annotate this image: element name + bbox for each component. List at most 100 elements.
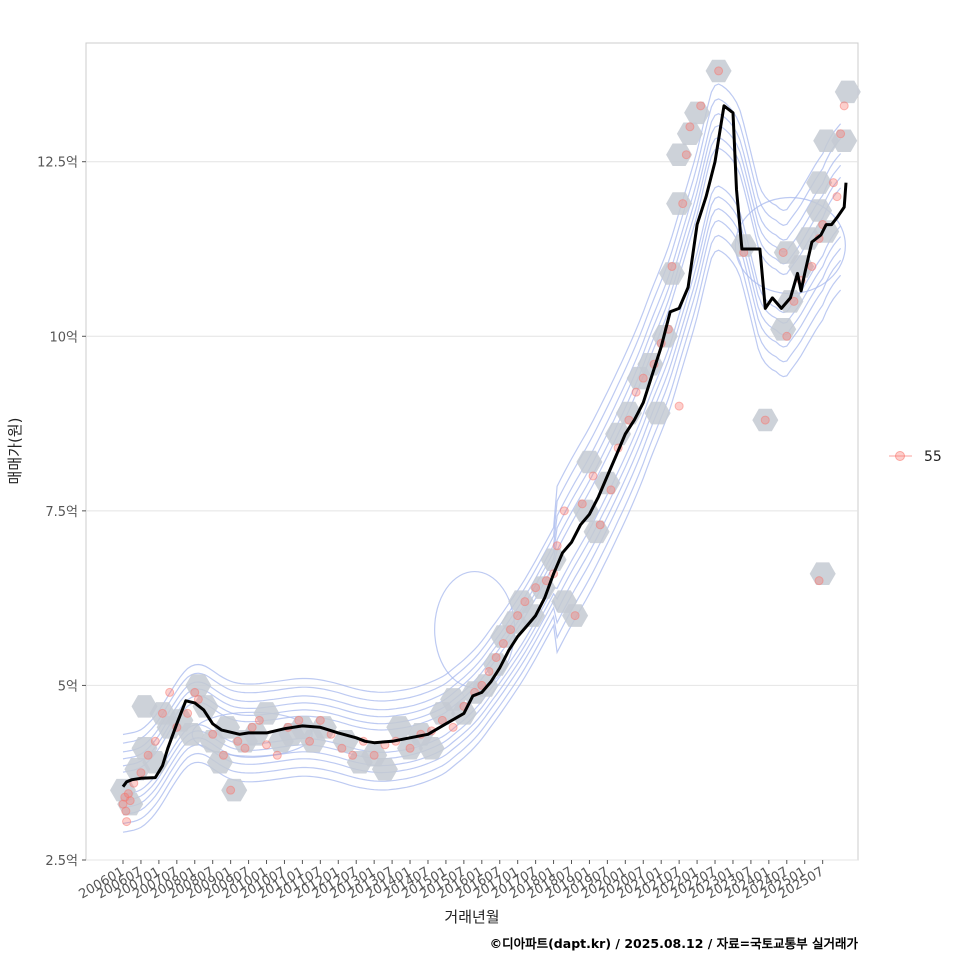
hexbin bbox=[540, 548, 567, 571]
hexbin bbox=[418, 737, 445, 760]
hexbin bbox=[806, 199, 833, 222]
hexbin bbox=[705, 59, 732, 83]
data-point bbox=[190, 687, 200, 697]
data-point bbox=[448, 722, 458, 732]
data-point bbox=[588, 471, 598, 481]
data-point bbox=[208, 729, 218, 739]
legend: 55 bbox=[889, 449, 942, 465]
data-point bbox=[491, 652, 501, 662]
transaction-points bbox=[118, 66, 849, 827]
hexbin bbox=[834, 80, 861, 104]
hexbin bbox=[644, 401, 671, 425]
data-point bbox=[570, 611, 580, 621]
data-point bbox=[247, 722, 257, 732]
data-point bbox=[577, 499, 587, 509]
data-point bbox=[121, 806, 131, 816]
data-point bbox=[157, 708, 167, 718]
data-point bbox=[714, 66, 724, 76]
data-point bbox=[606, 485, 616, 495]
y-tick-label: 10억 bbox=[49, 330, 78, 345]
hexbin bbox=[831, 129, 858, 152]
density-contour bbox=[122, 83, 842, 736]
data-point bbox=[638, 373, 648, 383]
data-point bbox=[315, 715, 325, 725]
hexbin bbox=[684, 101, 711, 125]
data-point bbox=[484, 666, 494, 676]
hexbin bbox=[562, 604, 589, 627]
data-point bbox=[123, 789, 133, 799]
data-point bbox=[531, 583, 541, 593]
data-point bbox=[233, 736, 243, 746]
density-contour bbox=[122, 136, 842, 767]
data-point bbox=[778, 247, 788, 257]
data-point bbox=[165, 687, 175, 697]
hexbin bbox=[806, 171, 833, 194]
data-point bbox=[226, 785, 236, 795]
hexbin bbox=[483, 653, 510, 676]
data-point bbox=[552, 541, 562, 551]
x-axis-ticks: 2006012006072007012007072008012008072009… bbox=[77, 860, 827, 902]
hexbin bbox=[185, 674, 212, 697]
y-tick-label: 2.5억 bbox=[45, 854, 78, 869]
data-point bbox=[240, 743, 250, 753]
density-contour bbox=[122, 249, 842, 833]
data-point bbox=[150, 736, 160, 746]
legend-label: 55 bbox=[924, 449, 942, 465]
data-point bbox=[143, 750, 153, 760]
legend-key-point bbox=[895, 451, 905, 461]
hexbin bbox=[576, 450, 603, 474]
y-tick-label: 5억 bbox=[58, 679, 78, 694]
data-point bbox=[405, 743, 415, 753]
data-point bbox=[678, 199, 688, 209]
data-point bbox=[782, 331, 792, 341]
hexbin bbox=[809, 562, 836, 585]
data-point bbox=[839, 101, 849, 111]
data-point bbox=[136, 768, 146, 778]
data-point bbox=[789, 296, 799, 306]
data-point bbox=[631, 387, 641, 397]
data-point bbox=[369, 750, 379, 760]
source-caption: ©디아파트(dapt.kr) / 2025.08.12 / 자료=국토교통부 실… bbox=[490, 936, 859, 951]
hexbin bbox=[192, 695, 219, 718]
x-axis-title: 거래년월 bbox=[444, 908, 499, 926]
y-tick-label: 12.5억 bbox=[37, 156, 78, 171]
data-point bbox=[305, 736, 315, 746]
data-point bbox=[681, 150, 691, 160]
density-contour bbox=[122, 219, 842, 816]
hexbin bbox=[371, 758, 398, 781]
density-contour bbox=[122, 98, 842, 744]
data-point bbox=[520, 597, 530, 607]
hexbin bbox=[676, 122, 703, 145]
data-point bbox=[477, 680, 487, 690]
hexbin bbox=[253, 702, 280, 725]
hexbin bbox=[206, 751, 233, 774]
hexbin bbox=[386, 716, 413, 739]
y-tick-label: 7.5억 bbox=[45, 505, 78, 520]
data-point bbox=[807, 261, 817, 271]
data-point bbox=[254, 715, 264, 725]
data-point bbox=[513, 611, 523, 621]
hexbin bbox=[666, 143, 693, 166]
data-point bbox=[183, 708, 193, 718]
data-point bbox=[814, 576, 824, 586]
data-point bbox=[272, 750, 282, 760]
trend-line bbox=[121, 104, 848, 788]
hexbin bbox=[752, 408, 779, 432]
data-point bbox=[294, 715, 304, 725]
y-axis-ticks: 2.5억 5억 7.5억 10억 12.5억 bbox=[37, 156, 86, 869]
hexbin bbox=[730, 234, 757, 257]
data-point bbox=[218, 750, 228, 760]
hexbin bbox=[572, 499, 599, 523]
data-point bbox=[685, 122, 695, 132]
data-point bbox=[506, 625, 516, 635]
hexbin bbox=[605, 422, 632, 446]
data-point bbox=[667, 261, 677, 271]
data-point bbox=[828, 178, 838, 188]
data-point bbox=[836, 129, 846, 139]
hexbin bbox=[659, 262, 685, 285]
moving-average-line bbox=[121, 104, 848, 788]
data-point bbox=[760, 415, 770, 425]
density-contour bbox=[122, 113, 842, 753]
data-point bbox=[337, 743, 347, 753]
